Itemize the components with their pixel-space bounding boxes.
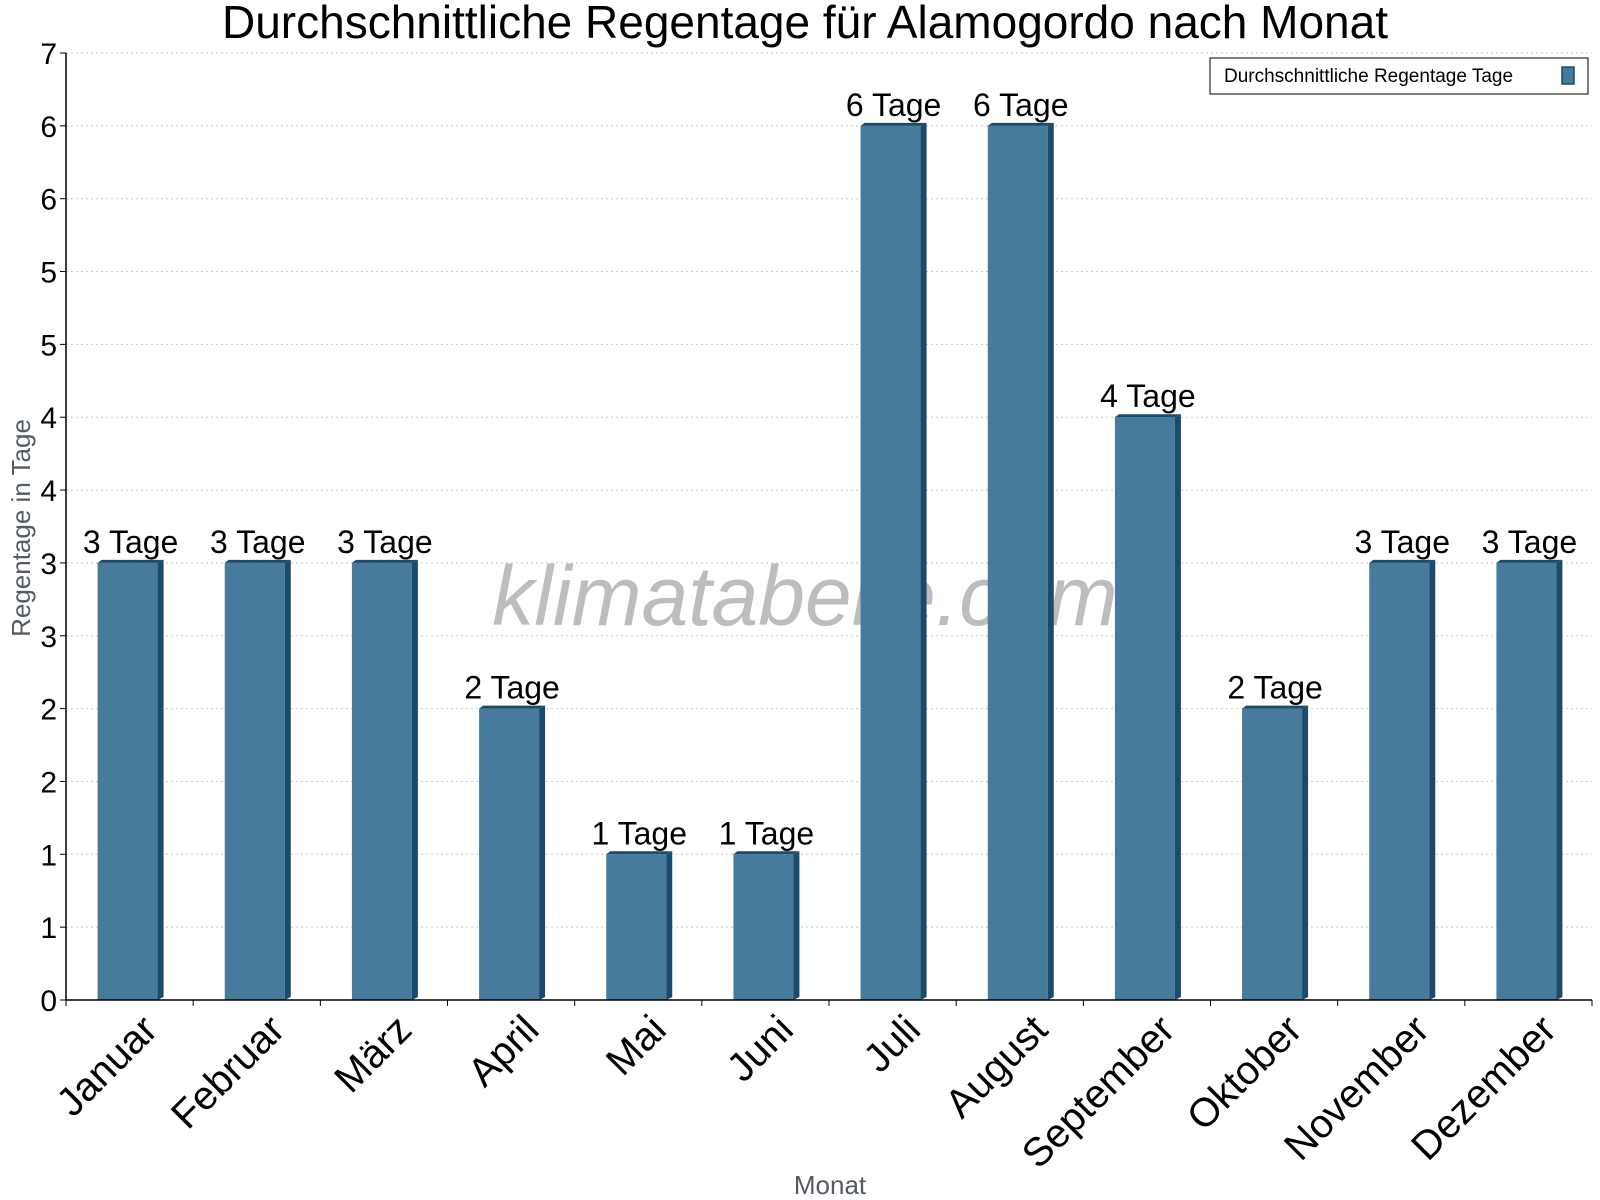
bars [97,122,1563,1001]
y-tick-label: 3 [40,621,57,654]
bar-value-label: 1 Tage [719,815,815,851]
bar-side [1302,705,1309,1000]
bar-labels: 3 Tage 3 Tage 3 Tage 2 Tage 1 Tage 1 Tage 6 Ta… [83,87,1577,851]
y-tick-label: 4 [40,402,57,435]
bar-top [1369,559,1436,563]
y-tick-label: 7 [40,38,57,71]
bar-front [479,708,540,1000]
bar-top [1496,559,1563,563]
bar-side [157,559,164,1000]
y-tick-label: 6 [40,111,57,144]
bar-value-label: 6 Tage [973,87,1069,123]
legend: Durchschnittliche Regentage Tage [1209,57,1589,95]
bar-top [97,559,164,563]
bar-side [1429,559,1436,1000]
bar-side [793,851,800,1000]
x-tick-label: Juli [855,1007,929,1081]
bar-front [860,125,921,1001]
bar-top [860,122,927,126]
x-tick-label: Mai [598,1007,675,1084]
x-tick-label: April [460,1007,548,1095]
bar-value-label: 6 Tage [846,87,942,123]
y-axis-title: Regentage in Tage [6,419,36,637]
x-tick-label: Februar [163,1007,293,1137]
bar-top [479,705,546,709]
y-tick-label: 5 [40,257,57,290]
bar-value-label: 3 Tage [1355,524,1451,560]
bar-2 [224,559,291,1000]
bar-value-label: 1 Tage [592,815,688,851]
gridlines [66,52,1592,928]
bar-value-label: 3 Tage [337,524,433,560]
bar-top [224,559,291,563]
bar-9 [1114,414,1181,1000]
bar-side [284,559,291,1000]
bar-value-label: 4 Tage [1100,378,1196,414]
legend-box [1209,57,1589,95]
bar-front [1114,417,1175,1000]
bar-top [987,122,1054,126]
bar-top [1242,705,1309,709]
bar-1 [97,559,164,1000]
bar-7 [860,122,927,1001]
bar-front [224,562,285,1000]
bar-value-label: 3 Tage [83,524,179,560]
y-tick-label: 0 [40,985,57,1018]
bar-front [1369,562,1430,1000]
bar-front [1242,708,1303,1000]
bar-front [351,562,412,1000]
bar-side [1047,122,1054,1001]
bar-top [1114,414,1181,418]
bar-10 [1242,705,1309,1000]
bar-11 [1369,559,1436,1000]
x-tick-label: Januar [48,1007,166,1125]
bar-4 [479,705,546,1000]
y-tick-label: 4 [40,475,57,508]
bar-side [411,559,418,1000]
bar-6 [733,851,800,1000]
bar-top [351,559,418,563]
bar-top [733,851,800,855]
x-tick-label: März [326,1007,420,1101]
x-axis-title: Monat [794,1170,867,1200]
bar-8 [987,122,1054,1001]
y-tick-label: 2 [40,766,57,799]
bar-front [606,854,667,1000]
bar-value-label: 2 Tage [1227,670,1323,706]
bar-3 [351,559,418,1000]
bar-value-label: 2 Tage [464,670,560,706]
bar-side [1174,414,1181,1000]
y-tick-label: 1 [40,912,57,945]
x-tick-label: Oktober [1179,1007,1311,1139]
bar-front [987,125,1048,1001]
y-tick-label: 5 [40,329,57,362]
bar-side [920,122,927,1001]
y-tick-label: 1 [40,839,57,872]
bar-side [666,851,673,1000]
bar-side [539,705,546,1000]
chart-title: Durchschnittliche Regentage für Alamogor… [222,0,1388,48]
bar-5 [606,851,673,1000]
bar-value-label: 3 Tage [210,524,306,560]
x-tick-label: August [937,1007,1056,1126]
legend-label: Durchschnittliche Regentage Tage [1224,66,1513,87]
y-tick-label: 2 [40,694,57,727]
bar-12 [1496,559,1563,1000]
bar-value-label: 3 Tage [1482,524,1578,560]
bar-top [606,851,673,855]
bar-side [1556,559,1563,1000]
y-tick-label: 6 [40,184,57,217]
bar-front [1496,562,1557,1000]
bar-front [97,562,158,1000]
bar-front [733,854,794,1000]
x-tick-label: Juni [719,1007,802,1090]
y-tick-label: 3 [40,548,57,581]
y-axis-ticks: 0 1 1 2 2 3 3 4 4 5 5 6 6 7 [40,38,66,1018]
legend-swatch [1561,66,1575,85]
